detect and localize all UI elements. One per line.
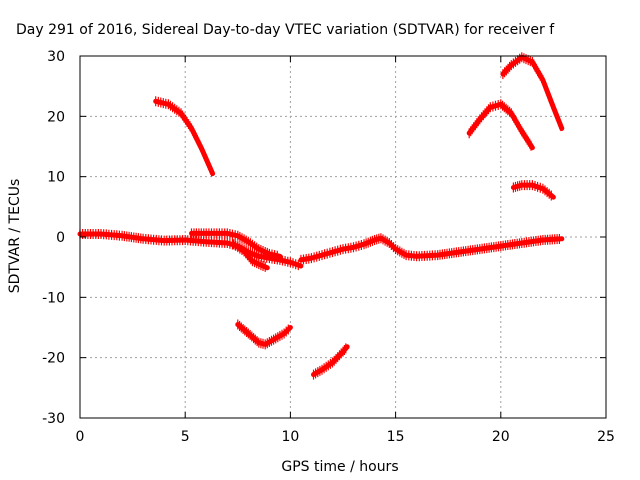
series-markers-arc-c [312, 343, 347, 380]
series-markers-arc-main-mid [300, 233, 560, 265]
series-markers-arc-main-lower [233, 239, 266, 272]
x-axis: 0 5 10 15 20 25 [76, 56, 615, 445]
x-tick-label: 10 [281, 429, 299, 445]
series-arc-main-mid [298, 235, 565, 263]
x-tick-label: 25 [597, 429, 615, 445]
x-tick-label: 5 [181, 429, 190, 445]
series-markers-arc-f [512, 180, 552, 201]
y-tick-label: -30 [42, 411, 65, 427]
y-tick-label: 0 [56, 230, 65, 246]
series-markers-arc-d [468, 99, 532, 151]
y-tick-label: -10 [42, 290, 65, 306]
y-axis-label: SDTVAR / TECUs [7, 179, 23, 294]
series-markers-arc-main-upper [190, 228, 278, 261]
x-tick-label: 20 [492, 429, 510, 445]
y-tick-label: -20 [42, 351, 65, 367]
y-tick-label: 10 [47, 170, 65, 186]
series-markers-arc-e [502, 52, 562, 132]
y-tick-label: 30 [47, 49, 65, 65]
chart-title: Day 291 of 2016, Sidereal Day-to-day VTE… [16, 22, 555, 38]
x-tick-label: 15 [387, 429, 405, 445]
series-arc-a [153, 98, 216, 177]
series-markers-arc-b [237, 319, 289, 350]
y-tick-label: 20 [47, 109, 65, 125]
series-markers-arc-a [155, 96, 213, 177]
x-axis-label: GPS time / hours [281, 459, 398, 475]
x-tick-label: 0 [76, 429, 85, 445]
data-series [77, 52, 565, 380]
y-axis: -30 -20 -10 0 10 20 30 [42, 49, 606, 427]
